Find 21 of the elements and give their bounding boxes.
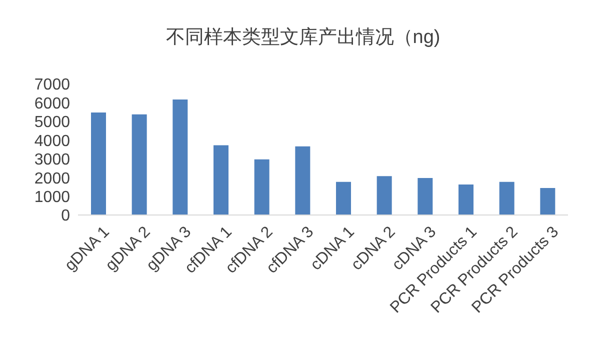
bar [418,178,433,215]
bar [458,184,474,215]
bar [91,112,106,215]
y-tick-label: 4000 [34,132,70,150]
y-tick-label: 1000 [34,188,70,206]
bar [499,182,514,215]
y-tick-label: 6000 [34,95,70,112]
bar [540,188,556,215]
bar [132,114,147,215]
y-tick-label: 3000 [34,152,70,169]
y-tick-label: 7000 [34,76,70,94]
chart-title: 不同样本类型文库产出情况（ng) [164,26,442,50]
bar [254,159,270,215]
bar [295,146,310,215]
bar [376,176,392,215]
bar [214,145,228,215]
bar [172,100,188,215]
y-tick-label: 2000 [34,170,70,188]
y-tick-label: 0 [61,208,70,225]
bar [336,182,351,215]
y-tick-label: 5000 [34,114,70,132]
